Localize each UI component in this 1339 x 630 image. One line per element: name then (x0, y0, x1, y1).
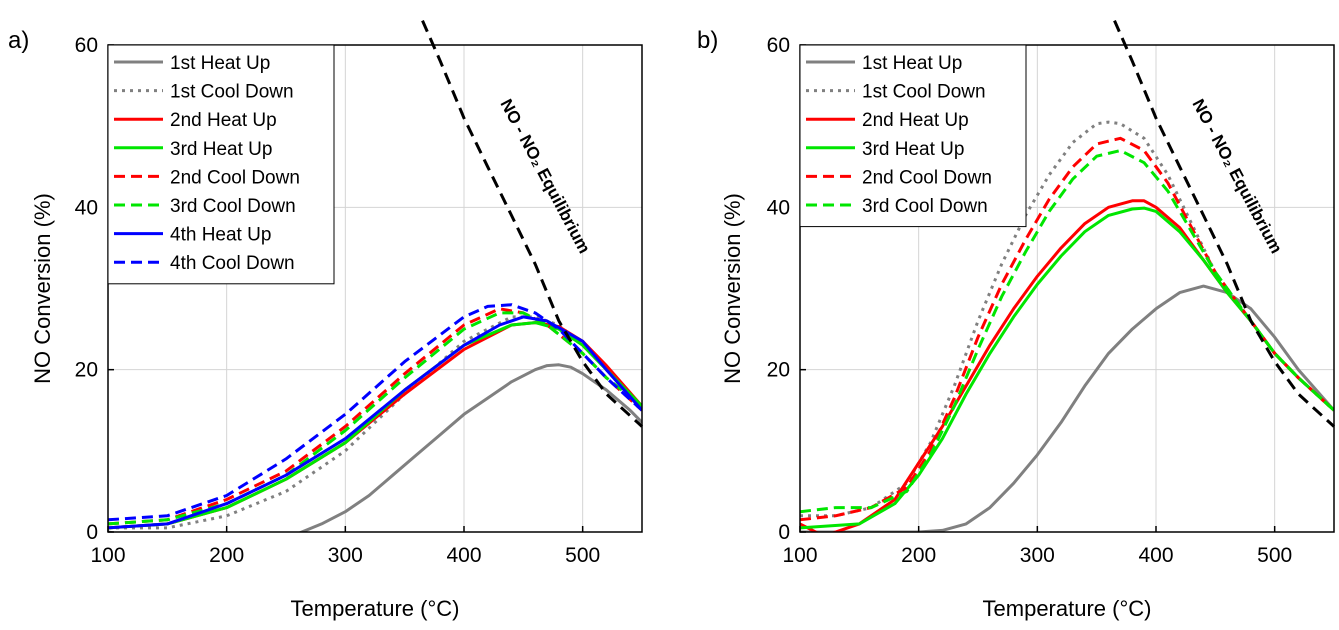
x-tick-label: 200 (901, 544, 936, 567)
y-tick-label: 20 (75, 359, 98, 382)
legend-entry: 1st Cool Down (170, 82, 294, 103)
x-axis-label: Temperature (°C) (983, 596, 1152, 621)
legend-entry: 2nd Heat Up (170, 110, 277, 131)
legend: 1st Heat Up 1st Cool Down 2nd Heat Up 3rd H… (107, 44, 335, 285)
legend-box (107, 44, 335, 285)
legend-entry: 3rd Cool Down (862, 196, 988, 217)
legend-entry: 4th Heat Up (170, 225, 271, 246)
panel-label: b) (697, 27, 718, 54)
legend-entry: 2nd Heat Up (862, 110, 969, 131)
equilibrium-line (1113, 19, 1336, 428)
y-tick-label: 60 (767, 34, 790, 57)
x-tick-label: 100 (782, 544, 817, 567)
legend-entry: 2nd Cool Down (862, 167, 992, 188)
chart-panel-b: NO - NO₂ Equilibrium 100 200 300 400 500 0 20 40… (697, 27, 1335, 621)
y-tick-label: 0 (778, 521, 790, 544)
legend-entry: 1st Heat Up (170, 53, 270, 74)
series-line-3rd-cool-down (800, 149, 1334, 514)
legend-box (799, 44, 1027, 228)
legend-entry: 4th Cool Down (170, 253, 295, 274)
equilibrium-label: NO - NO₂ Equilibrium (496, 96, 593, 257)
series-line-1st-cool-down (108, 315, 642, 530)
axes-frame (107, 44, 643, 533)
x-tick-label: 400 (446, 544, 481, 567)
series-line-2nd-heat-up (108, 321, 642, 530)
x-tick-label: 100 (90, 544, 125, 567)
series-line-3rd-heat-up (108, 321, 642, 530)
y-tick-label: 40 (767, 196, 790, 219)
x-tick-label: 200 (209, 544, 244, 567)
legend-entry: 1st Heat Up (862, 53, 962, 74)
series-line-1st-heat-up (108, 363, 642, 532)
legend-entry: 2nd Cool Down (170, 167, 300, 188)
equilibrium-label: NO - NO₂ Equilibrium (1188, 96, 1285, 257)
series-group (800, 120, 1334, 532)
y-axis-label: NO Conversion (%) (30, 193, 55, 384)
series-line-3rd-heat-up (800, 206, 1334, 530)
y-axis-label: NO Conversion (%) (720, 193, 745, 384)
legend-entry: 1st Cool Down (862, 82, 986, 103)
series-line-4th-heat-up (108, 315, 642, 530)
x-tick-label: 300 (1020, 544, 1055, 567)
x-tick-label: 500 (1257, 544, 1292, 567)
series-line-1st-heat-up (800, 284, 1334, 532)
y-tick-label: 20 (767, 359, 790, 382)
equilibrium-line (421, 19, 644, 428)
series-group (108, 303, 642, 532)
x-tick-label: 500 (565, 544, 600, 567)
y-tick-label: 0 (86, 521, 98, 544)
panel-label: a) (8, 27, 29, 54)
y-tick-label: 40 (75, 196, 98, 219)
axes-frame (799, 44, 1335, 533)
x-tick-label: 400 (1138, 544, 1173, 567)
legend-entry: 3rd Heat Up (862, 139, 964, 160)
series-line-4th-cool-down (108, 303, 642, 522)
x-axis-label: Temperature (°C) (291, 596, 460, 621)
legend-entry: 3rd Cool Down (170, 196, 296, 217)
chart-panel-a: NO - NO₂ Equilibrium 100 200 300 400 500 0 20 40… (8, 27, 643, 621)
x-tick-label: 300 (328, 544, 363, 567)
legend-entry: 3rd Heat Up (170, 139, 272, 160)
legend: 1st Heat Up 1st Cool Down 2nd Heat Up 3rd H… (799, 44, 1027, 228)
y-tick-label: 60 (75, 34, 98, 57)
